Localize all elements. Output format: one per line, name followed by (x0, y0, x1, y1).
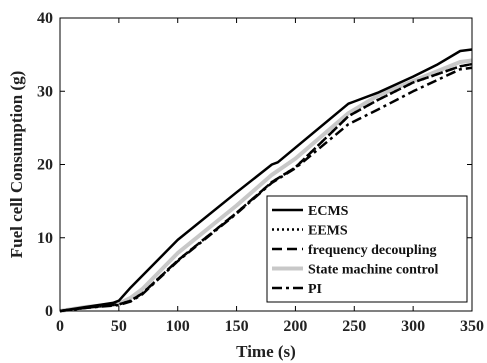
x-tick-label: 300 (401, 318, 425, 335)
ticks-layer: 0 50 100 150 200 250 300 350 0 10 20 30 40 (37, 10, 484, 335)
x-tick-label: 250 (342, 318, 366, 335)
x-axis-title: Time (s) (236, 342, 296, 361)
x-tick-label: 50 (111, 318, 127, 335)
x-tick-label: 200 (283, 318, 307, 335)
x-tick-label: 350 (460, 318, 484, 335)
legend-entry-label: State machine control (308, 263, 438, 278)
y-tick-label: 0 (45, 303, 53, 320)
legend-entry-label: EEMS (308, 224, 348, 239)
x-tick-label: 100 (166, 318, 190, 335)
x-tick-label: 0 (56, 318, 64, 335)
y-tick-label: 10 (37, 230, 53, 247)
legend-box (266, 195, 468, 303)
legend-entry-label: PI (308, 282, 322, 297)
series-line-eems (59, 62, 473, 313)
y-tick-label: 30 (37, 83, 53, 100)
series-layer (59, 48, 473, 313)
y-axis-title: Fuel cell Consumption (g) (7, 71, 26, 258)
series-line-ecms (59, 48, 473, 313)
y-tick-label: 40 (37, 10, 53, 27)
y-tick-label: 20 (37, 157, 53, 174)
legend: ECMS EEMS frequency decoupling State machin… (266, 195, 468, 303)
legend-entry-label: ECMS (308, 204, 349, 219)
x-tick-label: 150 (225, 318, 249, 335)
legend-entry-label: frequency decoupling (308, 243, 436, 258)
